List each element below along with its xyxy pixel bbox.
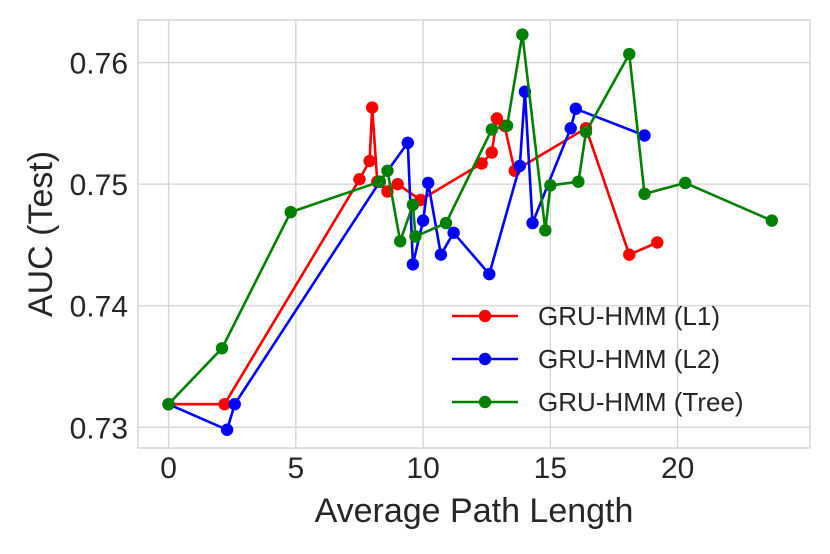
data-point (381, 164, 394, 177)
data-point (434, 248, 448, 261)
series-0 (162, 101, 664, 411)
data-point (406, 258, 420, 271)
data-point (638, 129, 651, 142)
data-point (416, 214, 430, 227)
x-tick-label: 15 (534, 452, 567, 485)
series-lines (162, 28, 779, 436)
y-axis-label: AUC (Test) (22, 151, 60, 317)
data-point (215, 342, 229, 355)
x-axis-label: Average Path Length (315, 492, 634, 530)
legend: GRU-HMM (L1) GRU-HMM (L2) GRU-HMM (Tree) (452, 301, 744, 417)
x-tick-label: 20 (661, 452, 694, 485)
data-point (218, 398, 231, 411)
x-tick-label: 10 (406, 452, 439, 485)
data-point (485, 123, 499, 136)
series-2 (162, 28, 779, 411)
legend-entry: GRU-HMM (L2) (452, 344, 720, 374)
data-point (421, 176, 435, 190)
data-point (513, 159, 527, 173)
data-point (623, 47, 636, 61)
data-point (539, 224, 552, 237)
legend-marker (478, 309, 492, 323)
data-point (393, 235, 407, 248)
data-point (391, 177, 404, 191)
data-point (638, 187, 651, 201)
data-point (447, 226, 460, 239)
data-point (406, 198, 420, 212)
legend-label: GRU-HMM (L1) (538, 301, 720, 331)
data-point (220, 423, 234, 436)
legend-entry: GRU-HMM (L1) (452, 301, 720, 331)
legend-marker (478, 352, 492, 366)
data-point (579, 125, 593, 139)
tick-labels: 0 5 10 15 20 0.73 0.74 0.75 0.76 (70, 48, 695, 485)
y-tick-label: 0.76 (70, 48, 128, 81)
data-point (162, 398, 175, 411)
y-tick-label: 0.75 (70, 169, 128, 202)
data-point (401, 136, 415, 150)
data-point (623, 248, 636, 261)
x-tick-label: 0 (160, 452, 177, 485)
legend-entry: GRU-HMM (Tree) (452, 387, 744, 417)
data-point (485, 146, 499, 159)
data-point (516, 28, 529, 41)
data-point (651, 236, 664, 249)
data-point (572, 175, 585, 188)
data-point (475, 157, 488, 170)
data-point (284, 205, 297, 219)
y-tick-label: 0.74 (70, 291, 128, 324)
data-point (228, 398, 241, 411)
x-tick-label: 5 (287, 452, 304, 485)
data-point (409, 230, 422, 243)
legend-label: GRU-HMM (L2) (538, 344, 720, 374)
data-point (526, 216, 539, 230)
legend-label: GRU-HMM (Tree) (538, 387, 744, 417)
data-point (373, 175, 387, 188)
data-point (500, 119, 514, 132)
data-point (365, 101, 379, 114)
data-point (353, 173, 366, 186)
grid (138, 20, 810, 448)
data-point (679, 176, 692, 190)
data-point (564, 122, 577, 135)
data-point (363, 154, 376, 168)
data-point (765, 214, 779, 227)
plot-background (137, 19, 811, 449)
data-point (544, 179, 557, 192)
data-point (439, 216, 453, 230)
legend-marker (478, 395, 492, 409)
data-point (483, 267, 496, 281)
data-point (569, 102, 583, 115)
y-tick-label: 0.73 (70, 412, 128, 445)
